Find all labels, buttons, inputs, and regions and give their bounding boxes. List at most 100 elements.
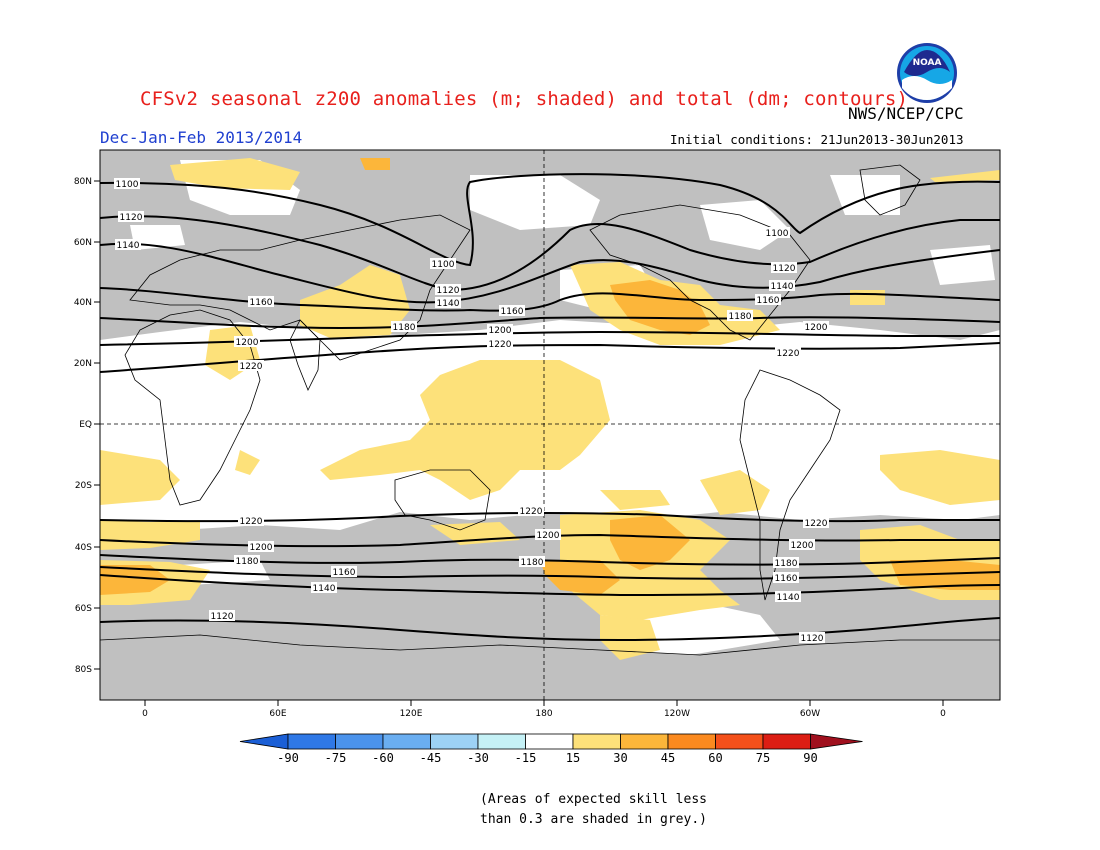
- contour-label: 1200: [489, 326, 512, 336]
- colorbar-box: [667, 733, 716, 750]
- contour-label-bg: [487, 324, 513, 335]
- contour-label-bg: [769, 280, 795, 291]
- contour-label-bg: [799, 632, 825, 643]
- colorbar-arrow-left: [239, 733, 289, 750]
- lon-label: 60E: [269, 709, 286, 719]
- colorbar-label: 75: [756, 751, 770, 765]
- contour-label: 1160: [757, 296, 780, 306]
- colorbar-box: [335, 733, 384, 750]
- colorbar-box: [715, 733, 764, 750]
- colorbar-label: -90: [277, 751, 299, 765]
- skill-note-line-2: than 0.3 are shaded in grey.): [480, 812, 707, 827]
- initial-conditions-label: Initial conditions: 21Jun2013-30Jun2013: [670, 132, 964, 147]
- contour-label: 1140: [117, 241, 140, 251]
- contour-label-bg: [803, 321, 829, 332]
- lat-label: 40S: [75, 543, 92, 553]
- contour-label: 1220: [240, 517, 263, 527]
- contour-label-bg: [391, 321, 417, 332]
- contour-label-bg: [209, 610, 235, 621]
- lat-label: 40N: [74, 298, 92, 308]
- contour-label: 1140: [777, 593, 800, 603]
- contour-label: 1160: [775, 574, 798, 584]
- lon-label: 120W: [664, 709, 690, 719]
- logo-text: NOAA: [913, 58, 942, 68]
- contour-label: 1200: [236, 338, 259, 348]
- colorbar-label: 90: [803, 751, 817, 765]
- contour-label-bg: [114, 178, 140, 189]
- source-label: NWS/NCEP/CPC: [848, 104, 964, 123]
- colorbar-label: -15: [515, 751, 537, 765]
- colorbar-label: 15: [566, 751, 580, 765]
- colorbar-box: [430, 733, 479, 750]
- contour-1140: [100, 242, 1000, 304]
- contour-label: 1120: [773, 264, 796, 274]
- contour-label: 1220: [489, 340, 512, 350]
- lat-label: 80S: [75, 665, 92, 675]
- lat-label: 20S: [75, 481, 92, 491]
- contour-label-bg: [519, 556, 545, 567]
- contour-label: 1120: [801, 634, 824, 644]
- lat-label: 60N: [74, 238, 92, 248]
- contour-1160: [100, 287, 1000, 312]
- contour-label: 1200: [791, 541, 814, 551]
- skill-note-line-1: (Areas of expected skill less: [480, 792, 707, 807]
- noaa-logo: NOAA: [897, 43, 957, 103]
- contour-label-bg: [803, 517, 829, 528]
- contour-label-bg: [115, 239, 141, 250]
- contour-label: 1200: [537, 531, 560, 541]
- contour-label-bg: [118, 211, 144, 222]
- colorbar-label: -30: [467, 751, 489, 765]
- contour-label: 1100: [432, 260, 455, 270]
- contour-1200-s: [100, 533, 1000, 548]
- contour-label-bg: [789, 539, 815, 550]
- contour-label-bg: [311, 582, 337, 593]
- contour-label: 1180: [521, 558, 544, 568]
- contour-label-bg: [773, 572, 799, 583]
- contour-labels: 1100 1100 1100 1120 1120 1120 1140 1140 1140 1160…: [114, 178, 829, 644]
- contour-label: 1100: [116, 180, 139, 190]
- contour-label-bg: [755, 294, 781, 305]
- contour-label: 1120: [211, 612, 234, 622]
- contour-label-bg: [775, 347, 801, 358]
- contour-label-bg: [234, 555, 260, 566]
- colorbar-label: -45: [420, 751, 442, 765]
- contour-label: 1120: [120, 213, 143, 223]
- contour-label-bg: [238, 360, 264, 371]
- contour-label: 1180: [236, 557, 259, 567]
- contour-label-bg: [435, 284, 461, 295]
- contour-label: 1220: [240, 362, 263, 372]
- contour-1160-s: [100, 566, 1000, 580]
- contour-label-bg: [727, 310, 753, 321]
- contour-label: 1100: [766, 229, 789, 239]
- colorbar-labels: -90 -75 -60 -45 -30 -15 15 30 45 60 75 90: [277, 751, 818, 765]
- contour-label: 1120: [437, 286, 460, 296]
- colorbar-box: [525, 733, 574, 750]
- map-frame: [99, 149, 1001, 701]
- contour-1180: [100, 316, 1000, 330]
- contour-label-bg: [771, 262, 797, 273]
- contour-label: 1140: [771, 282, 794, 292]
- colorbar-label: 60: [708, 751, 722, 765]
- colorbar-arrow-right: [810, 733, 863, 750]
- colorbar-box: [477, 733, 526, 750]
- lon-label: 120E: [400, 709, 423, 719]
- contour-label: 1180: [775, 559, 798, 569]
- colorbar-box: [287, 733, 336, 750]
- colorbar-box: [572, 733, 621, 750]
- contour-label-bg: [535, 529, 561, 540]
- contour-label: 1200: [250, 543, 273, 553]
- season-label: Dec-Jan-Feb 2013/2014: [100, 128, 303, 147]
- contour-label: 1140: [437, 299, 460, 309]
- contour-label-bg: [234, 336, 260, 347]
- contour-label: 1180: [393, 323, 416, 333]
- contour-label-bg: [248, 296, 274, 307]
- colorbar-box: [762, 733, 811, 750]
- colorbar-label: 30: [613, 751, 627, 765]
- contour-label-bg: [430, 258, 456, 269]
- contour-label-bg: [435, 297, 461, 308]
- colorbar-boxes: [239, 733, 863, 750]
- lat-label: 80N: [74, 177, 92, 187]
- contour-label-bg: [248, 541, 274, 552]
